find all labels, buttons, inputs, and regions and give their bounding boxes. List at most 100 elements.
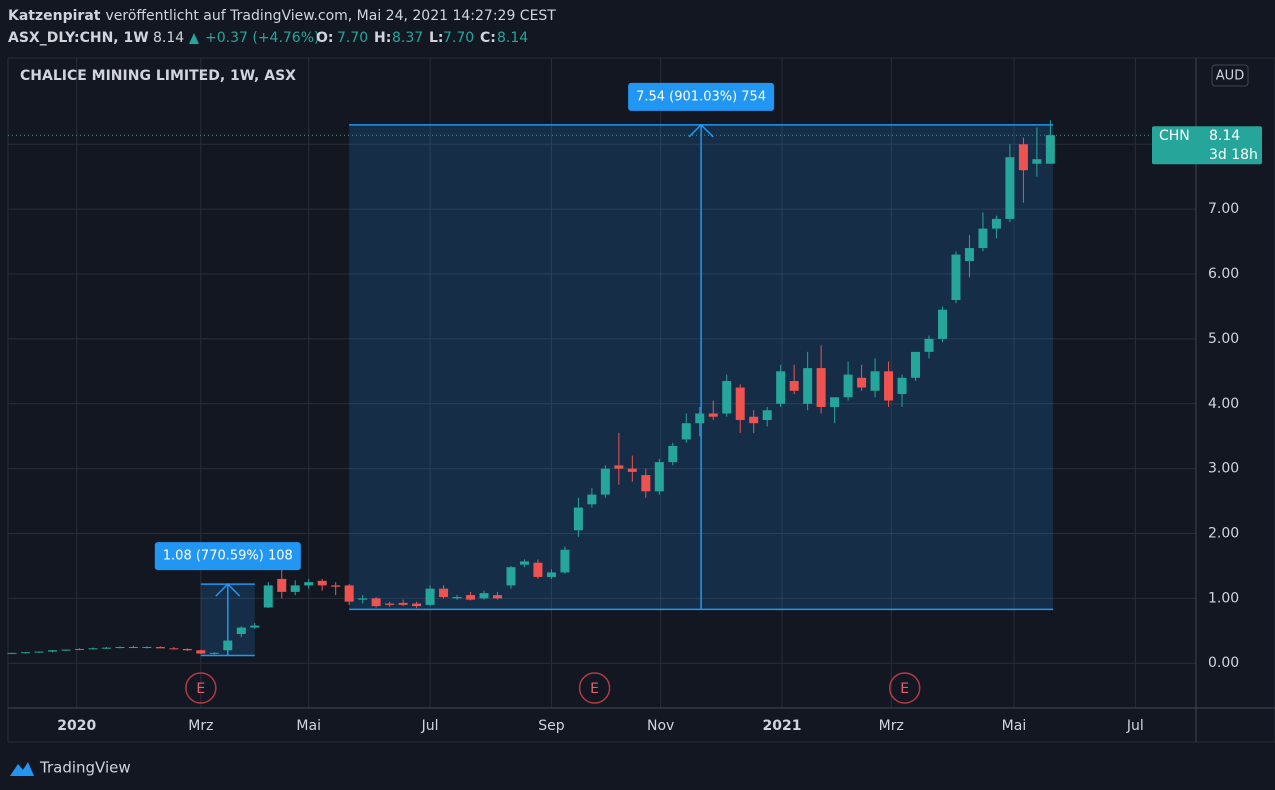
symbol: ASX_DLY:CHN, 1W	[8, 30, 149, 46]
candle-body	[991, 218, 1001, 229]
candle-body	[870, 371, 880, 391]
author: Katzenpirat	[8, 8, 101, 24]
price-tag	[1152, 126, 1262, 165]
candle-body	[749, 416, 759, 424]
candle-body	[600, 468, 610, 495]
candle-body	[762, 410, 772, 420]
candle-body	[641, 475, 651, 492]
chart-layer: 0.001.002.003.004.005.006.007.008.002020…	[7, 58, 1239, 734]
x-tick-label: Mai	[1002, 718, 1027, 734]
measure-label: 1.08 (770.59%) 108	[163, 549, 293, 564]
candle-body	[627, 468, 637, 472]
last-price: 8.14	[153, 30, 184, 46]
event-marker	[578, 672, 611, 704]
candle-body	[843, 374, 853, 398]
event-marker	[888, 672, 921, 704]
y-tick-label: 0.00	[1208, 655, 1239, 671]
measure-label: 7.54 (901.03%) 754	[636, 89, 766, 104]
candle-body	[236, 627, 246, 635]
candle-body	[452, 597, 462, 599]
candle-body	[182, 648, 192, 651]
candle-body	[331, 585, 341, 587]
candle-body	[88, 648, 98, 650]
candle-body	[1018, 144, 1028, 171]
y-tick-label: 3.00	[1208, 461, 1239, 477]
measure-arrow-head	[215, 583, 241, 597]
measure-label-box	[628, 82, 775, 111]
candle-body	[924, 338, 934, 352]
candle-body	[937, 309, 947, 339]
brand: TradingView	[39, 759, 131, 777]
y-tick-label: 1.00	[1208, 590, 1239, 606]
candle-body	[681, 423, 691, 440]
candle-body	[263, 585, 273, 608]
candle-body	[735, 387, 745, 420]
candle-body	[708, 413, 718, 417]
candle-body	[1032, 159, 1042, 164]
change: +0.37 (+4.76%)	[205, 30, 319, 46]
event-label: E	[900, 681, 909, 697]
published: veröffentlicht auf TradingView.com, Mai …	[105, 8, 556, 24]
candle-body	[654, 462, 664, 492]
candle-body	[911, 351, 921, 378]
y-tick-label: 5.00	[1208, 331, 1239, 347]
price-tag-value: 8.14	[1209, 128, 1240, 144]
candle-body	[385, 603, 395, 605]
ohlc-label: O:	[316, 30, 334, 46]
candle-body	[304, 582, 314, 586]
ohlc-label: L:	[429, 30, 444, 46]
currency-box[interactable]	[1211, 64, 1249, 87]
y-tick-label: 7.00	[1208, 201, 1239, 217]
candle-body	[61, 649, 71, 651]
candle-body	[722, 381, 732, 414]
ohlc-value: 8.14	[497, 30, 528, 46]
candle-body	[776, 371, 786, 404]
up-arrow	[189, 33, 199, 44]
candle-body	[74, 648, 84, 650]
candle-body	[128, 647, 138, 649]
chart-pane	[7, 57, 1275, 743]
candle-body	[951, 254, 961, 300]
candle-body	[34, 651, 44, 653]
candle-body	[897, 377, 907, 395]
candle-body	[196, 650, 206, 654]
candle-body	[492, 595, 502, 599]
x-tick-label: Sep	[538, 718, 565, 734]
candle-body	[290, 585, 300, 592]
candle-body	[789, 381, 799, 391]
candle-body	[519, 561, 529, 565]
x-tick-label: Jul	[421, 718, 439, 734]
logo-icon	[10, 762, 34, 776]
ohlc-label: H:	[374, 30, 391, 46]
measure-arrow-head	[688, 123, 714, 138]
candle-body	[101, 647, 111, 649]
candle-body	[169, 648, 179, 650]
candle-body	[884, 371, 894, 401]
candle-body	[223, 640, 233, 651]
candle-body	[277, 578, 287, 592]
x-tick-label: Mrz	[879, 718, 904, 734]
candle-body	[978, 228, 988, 249]
candle-body	[1005, 157, 1015, 219]
candle-body	[614, 465, 624, 469]
candle-body	[479, 593, 489, 599]
candle-body	[1045, 135, 1055, 164]
candle-body	[398, 602, 408, 605]
candle-body	[439, 588, 449, 598]
candle-body	[142, 647, 152, 649]
candle-body	[412, 603, 422, 607]
ohlc-value: 8.37	[392, 30, 423, 46]
candle-body	[573, 507, 583, 531]
event-label: E	[196, 681, 205, 697]
currency: AUD	[1216, 69, 1244, 84]
candle-body	[155, 647, 165, 649]
candle-body	[695, 413, 705, 424]
candle-body	[587, 494, 597, 505]
x-tick-label: Mrz	[188, 718, 213, 734]
candle-body	[803, 368, 813, 404]
ohlc-label: C:	[480, 30, 496, 46]
candle-body	[425, 588, 435, 605]
y-tick-label: 4.00	[1208, 396, 1239, 412]
x-tick-label: Nov	[647, 718, 674, 734]
